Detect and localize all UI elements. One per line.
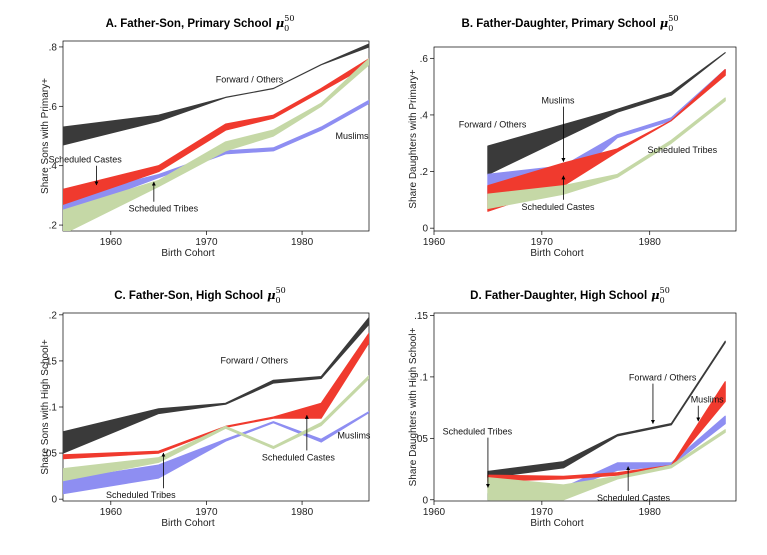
series-band-scheduled-tribes [63,375,369,482]
y-tick-label: .6 [420,54,429,65]
x-tick-label: 1970 [531,507,554,518]
x-tick-label: 1960 [423,507,446,518]
chart-title-superscript: 50 [284,14,294,23]
y-tick-label: .4 [420,110,429,121]
annotation-label: Scheduled Tribes [443,427,513,437]
annotation-label: Forward / Others [220,356,288,366]
plot-area-frame [433,46,737,232]
series-band-scheduled-castes [63,58,369,205]
y-tick-label: .15 [414,311,428,322]
chart-title: A. Father-Son, Primary School μ050 [106,14,295,33]
series-band-scheduled-tribes [487,97,726,209]
annotation-label: Muslims [691,395,724,405]
y-tick-label: .2 [49,310,58,321]
series-group [63,43,369,231]
annotation-label: Forward / Others [629,373,697,383]
y-tick-label: .6 [49,102,58,113]
x-tick-label: 1980 [291,237,314,248]
annotation-label: Forward / Others [216,75,284,85]
y-axis-label: Share Daughters with High School+ [408,327,419,486]
y-axis-label: Share Daughters with Primary+ [408,69,419,208]
x-tick-label: 1980 [291,507,314,518]
series-group [487,340,726,501]
chart-title-text: B. Father-Daughter, Primary School [462,18,656,30]
x-axis-label: Birth Cohort [161,248,215,259]
x-tick-label: 1960 [423,237,446,248]
chart-title-symbol: μ [660,16,668,30]
annotation-label: Scheduled Tribes [129,204,199,214]
annotation-label: Muslims [542,96,575,106]
y-tick-label: 0 [51,495,57,506]
chart-panel-2: B. Father-Daughter, Primary School μ0500.… [408,14,737,259]
annotation-label: Scheduled Castes [262,452,336,462]
y-tick-label: 0 [422,224,428,235]
annotation-label: Scheduled Tribes [648,145,718,155]
x-tick-label: 1970 [195,237,218,248]
annotation-label: Muslims [336,131,369,141]
annotation-label: Scheduled Castes [49,155,123,165]
x-axis-label: Birth Cohort [530,518,584,529]
x-axis-label: Birth Cohort [161,518,215,529]
series-band-scheduled-castes [487,381,726,482]
chart-title-symbol: μ [267,288,275,302]
chart-title-symbol: μ [276,16,284,30]
y-axis-label: Share Sons with High School+ [40,339,51,475]
series-band-scheduled-tribes [63,58,369,231]
series-band-forward-others [63,43,369,146]
annotation-label: Scheduled Castes [522,202,596,212]
chart-panel-4: D. Father-Daughter, High School μ0500.05.… [408,286,737,529]
y-tick-label: .1 [420,372,429,383]
x-tick-label: 1970 [531,237,554,248]
y-tick-label: .8 [49,42,58,53]
chart-title: C. Father-Son, High School μ050 [114,286,286,305]
chart-title: B. Father-Daughter, Primary School μ050 [462,14,679,33]
y-tick-label: .2 [420,167,429,178]
annotation-label: Muslims [337,430,370,440]
chart-title-subscript: 0 [668,24,673,33]
y-tick-label: .05 [414,434,428,445]
x-tick-label: 1980 [639,237,662,248]
x-tick-label: 1970 [195,507,218,518]
plot-area-frame [433,312,737,502]
chart-title-text: D. Father-Daughter, High School [470,290,647,302]
y-tick-label: .05 [43,449,57,460]
y-tick-label: .1 [49,403,58,414]
chart-title-superscript: 50 [668,14,678,23]
series-band-muslims [63,411,369,495]
x-tick-label: 1980 [639,507,662,518]
chart-title-superscript: 50 [276,286,286,295]
chart-title-symbol: μ [651,288,659,302]
chart-title-subscript: 0 [276,296,281,305]
series-band-forward-others [63,317,369,454]
series-group [63,317,369,495]
chart-panel-3: C. Father-Son, High School μ0500.05.1.15.… [40,286,371,529]
series-band-forward-others [487,340,726,479]
chart-title-text: C. Father-Son, High School [114,290,263,302]
chart-panel-1: A. Father-Son, Primary School μ050 .2 .4 .6.… [40,14,370,259]
x-tick-label: 1960 [100,237,123,248]
y-tick-label: .15 [43,356,57,367]
annotation-label: Forward / Others [459,120,527,130]
chart-title-subscript: 0 [284,24,289,33]
chart-title-superscript: 50 [660,286,670,295]
annotation-label: Scheduled Castes [597,493,671,503]
y-tick-label: 0 [422,495,428,506]
x-tick-label: 1960 [100,507,123,518]
chart-title: D. Father-Daughter, High School μ050 [470,286,670,305]
series-band-forward-others [487,52,726,175]
chart-title-subscript: 0 [660,296,665,305]
series-band-scheduled-tribes [487,429,726,501]
series-group [487,52,726,212]
annotation-label: Scheduled Tribes [106,490,176,500]
chart-title-text: A. Father-Son, Primary School [106,18,272,30]
x-axis-label: Birth Cohort [530,248,584,259]
y-tick-label: .4 [49,161,58,172]
y-axis-label: Share Sons with Primary+ [40,78,51,194]
y-tick-label: .2 [49,221,58,232]
